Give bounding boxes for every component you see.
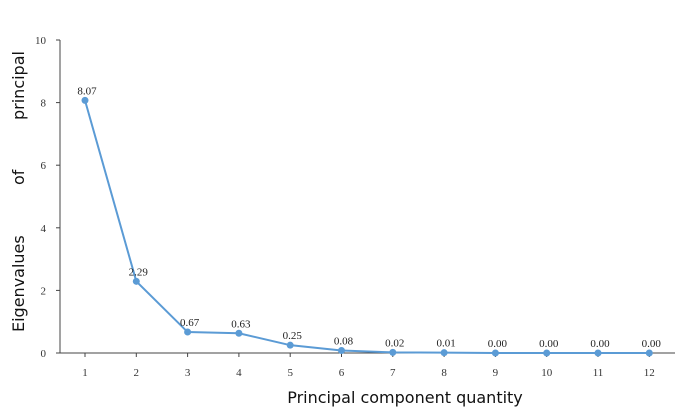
y-tick-label: 10 — [35, 35, 47, 47]
y-axis-title-word-3: principal — [9, 51, 28, 120]
x-tick-label: 5 — [287, 367, 293, 379]
x-tick-label: 6 — [339, 367, 345, 379]
data-label: 0.00 — [590, 338, 610, 350]
data-label: 8.07 — [77, 85, 97, 97]
data-label: 0.25 — [283, 330, 303, 342]
data-point — [645, 349, 653, 357]
data-point — [491, 349, 499, 357]
axes — [56, 39, 675, 357]
x-tick-label: 1 — [82, 367, 88, 379]
data-point — [338, 346, 345, 354]
data-label: 0.63 — [231, 318, 251, 330]
x-tick-label: 4 — [236, 367, 242, 379]
x-tick-label: 9 — [493, 367, 499, 379]
data-label: 0.67 — [180, 317, 200, 329]
y-tick-label: 8 — [41, 98, 47, 110]
y-tick-label: 2 — [41, 285, 47, 297]
data-label: 0.00 — [642, 338, 662, 350]
data-point — [235, 329, 243, 337]
x-tick-label: 12 — [644, 367, 655, 379]
x-axis-title: Principal component quantity — [287, 388, 523, 407]
data-label: 0.02 — [385, 337, 404, 349]
x-tick-label: 11 — [593, 367, 604, 379]
series-line — [84, 100, 650, 354]
y-axis-title-word-2: of — [9, 169, 28, 185]
x-tick-label: 7 — [390, 367, 396, 379]
data-label: 0.08 — [334, 335, 354, 347]
y-tick-label: 0 — [41, 348, 47, 360]
y-tick-label: 4 — [41, 223, 47, 235]
x-tick-labels: 1 2 3 4 5 6 7 8 9 10 11 12 — [82, 367, 655, 379]
data-label: 0.00 — [488, 338, 508, 350]
x-tick-label: 2 — [134, 367, 140, 379]
data-point — [440, 349, 448, 357]
data-point — [81, 96, 89, 104]
data-label: 0.00 — [539, 338, 559, 350]
x-tick-label: 3 — [185, 367, 191, 379]
data-label: 2.29 — [129, 266, 149, 278]
y-tick-label: 6 — [41, 160, 47, 172]
data-label: 0.01 — [436, 338, 455, 350]
data-point — [543, 349, 551, 357]
x-tick-label: 8 — [441, 367, 447, 379]
data-point — [389, 348, 397, 356]
data-point — [286, 341, 294, 349]
y-axis-title-word-1: Eigenvalues — [9, 235, 28, 332]
y-tick-labels: 0 2 4 6 8 10 — [35, 35, 47, 360]
data-point — [184, 328, 192, 336]
data-point — [594, 349, 602, 357]
x-tick-label: 10 — [541, 367, 553, 379]
data-point — [132, 277, 140, 285]
data-labels: 8.07 2.29 0.67 0.63 0.25 0.08 0.02 0.01 0.00 0.00… — [77, 85, 661, 350]
series-eigenvalues — [81, 96, 653, 357]
